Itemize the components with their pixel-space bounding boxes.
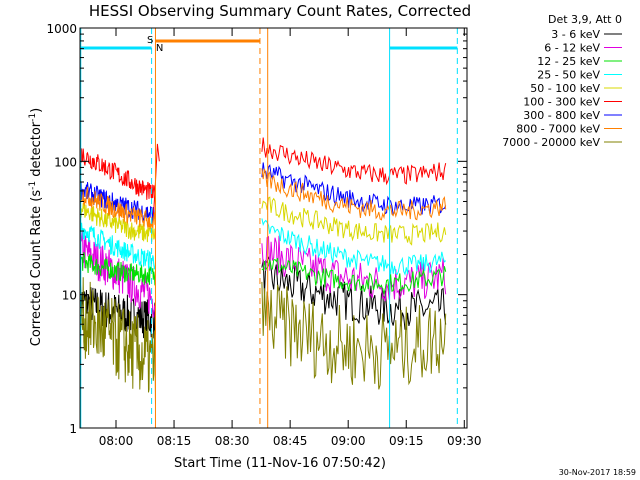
flare-spike xyxy=(153,143,160,215)
x-tick-label-0: 08:00 xyxy=(99,434,134,448)
plot-frame xyxy=(79,27,468,429)
legend-label-1: 3 - 6 keV xyxy=(551,28,600,41)
series-line-8-pass2 xyxy=(261,168,447,221)
series-line-3-pass1 xyxy=(79,252,156,286)
y-tick-label-2: 100 xyxy=(54,155,77,169)
legend-header: Det 3,9, Att 0 xyxy=(548,13,622,26)
y-tick-label-1: 10 xyxy=(62,289,77,303)
night-label: N xyxy=(156,43,163,54)
chart-title: HESSI Observing Summary Count Rates, Cor… xyxy=(89,2,471,20)
series-line-7-pass1 xyxy=(79,182,156,224)
series-line-8-pass1 xyxy=(79,185,156,229)
series-line-4-pass1 xyxy=(79,220,156,270)
series-line-6-pass1 xyxy=(79,148,156,205)
x-tick-label-1: 08:15 xyxy=(157,434,192,448)
legend-label-4: 25 - 50 keV xyxy=(537,69,600,82)
legend-label-7: 300 - 800 keV xyxy=(523,109,600,122)
x-tick-label-5: 09:15 xyxy=(389,434,424,448)
legend-label-9: 7000 - 20000 keV xyxy=(502,136,600,149)
legend-label-6: 100 - 300 keV xyxy=(523,96,600,109)
time-markers: SN xyxy=(80,28,458,428)
y-axis-label: Corrected Count Rate (s-1 detector-1) xyxy=(28,108,44,346)
plot-area xyxy=(79,137,447,405)
saa-label: S xyxy=(147,35,153,46)
legend-label-3: 12 - 25 keV xyxy=(537,55,600,68)
x-tick-label-3: 08:45 xyxy=(273,434,308,448)
axes: 08:00 08:15 08:30 08:45 09:00 09:15 09:30 1 10 10… xyxy=(46,22,481,448)
x-tick-label-6: 09:30 xyxy=(447,434,482,448)
y-tick-label-0: 1 xyxy=(69,422,77,436)
series-line-5-pass2 xyxy=(261,196,447,246)
series-line-9-pass1 xyxy=(79,277,156,405)
legend-label-8: 800 - 7000 keV xyxy=(516,123,600,136)
series-line-9-pass2 xyxy=(261,281,447,390)
legend-label-2: 6 - 12 keV xyxy=(544,42,600,55)
y-axis-label-main: Corrected Count Rate (s xyxy=(29,190,44,347)
series-line-7-pass2 xyxy=(261,162,447,217)
y-axis-label-end: ) xyxy=(29,108,44,113)
series-line-5-pass1 xyxy=(79,201,156,243)
y-axis-label-mid: detector xyxy=(29,121,44,181)
x-tick-label-4: 09:00 xyxy=(331,434,366,448)
x-axis-label: Start Time (11-Nov-16 07:50:42) xyxy=(174,456,386,471)
x-tick-label-2: 08:30 xyxy=(215,434,250,448)
series-line-4-pass2 xyxy=(261,218,447,277)
series-line-3-pass2 xyxy=(261,257,447,295)
y-axis-label-sup1: -1 xyxy=(28,181,38,190)
date-stamp: 30-Nov-2017 18:59 xyxy=(559,468,636,477)
legend-label-5: 50 - 100 keV xyxy=(530,82,600,95)
series-line-6-pass2 xyxy=(261,137,447,186)
y-axis-label-sup2: -1 xyxy=(28,113,38,122)
y-tick-label-3: 1000 xyxy=(46,22,77,36)
